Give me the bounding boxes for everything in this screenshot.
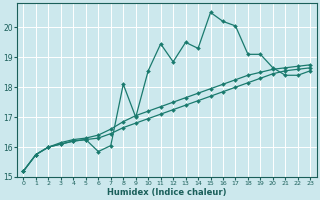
X-axis label: Humidex (Indice chaleur): Humidex (Indice chaleur) <box>107 188 227 197</box>
